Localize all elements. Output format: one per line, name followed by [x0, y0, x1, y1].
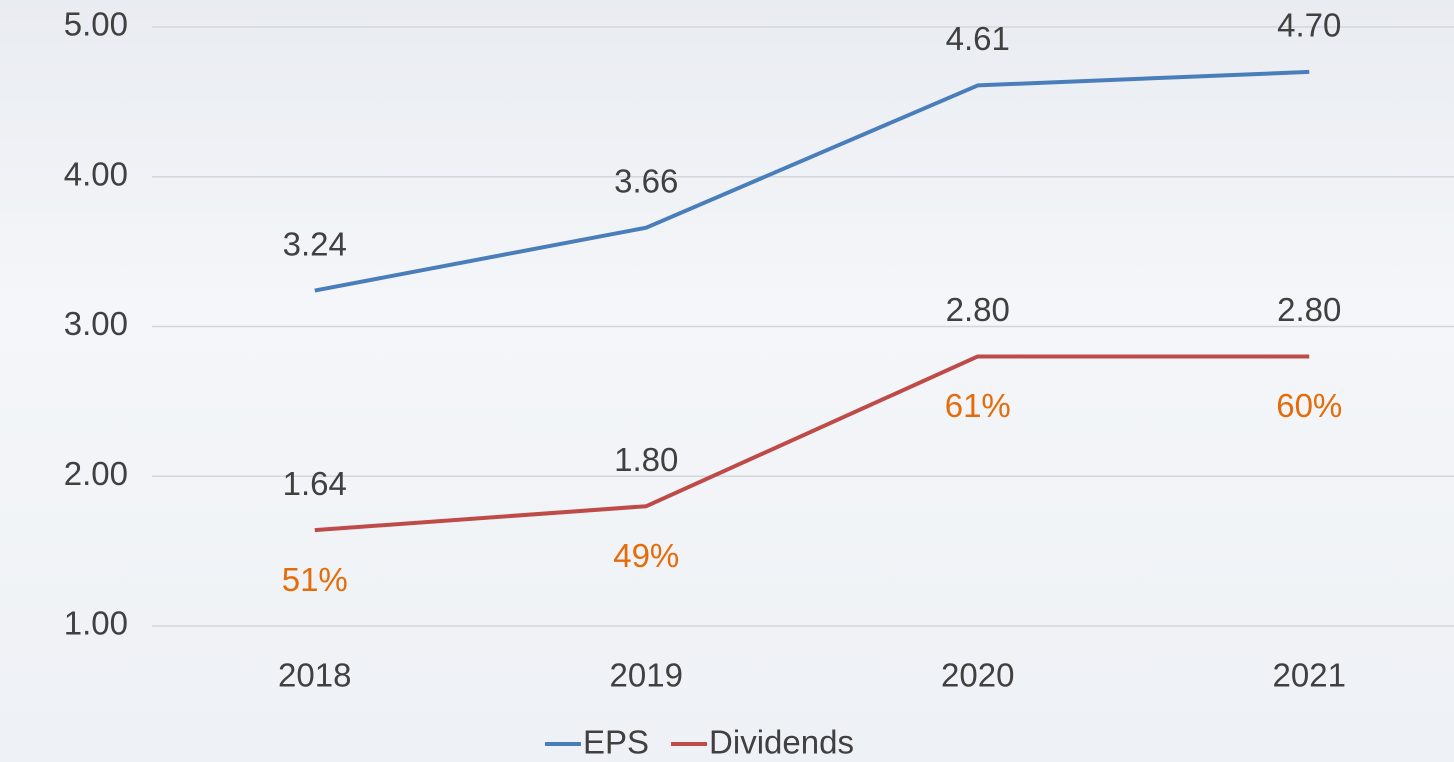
x-tick-label: 2020 — [941, 657, 1014, 694]
x-tick-label: 2018 — [278, 657, 351, 694]
y-tick-label: 5.00 — [64, 6, 128, 43]
y-tick-label: 1.00 — [64, 605, 128, 642]
data-label: 4.70 — [1277, 7, 1341, 44]
data-label: 4.61 — [946, 20, 1010, 57]
data-label: 2.80 — [1277, 291, 1341, 328]
data-label: 3.66 — [614, 162, 678, 199]
legend-label: EPS — [583, 724, 649, 761]
payout-annotation: 60% — [1276, 387, 1342, 424]
x-tick-label: 2019 — [610, 657, 683, 694]
payout-annotation: 61% — [945, 387, 1011, 424]
data-label: 3.24 — [283, 225, 347, 262]
data-label: 2.80 — [946, 291, 1010, 328]
line — [314, 354, 1310, 533]
data-label: 1.64 — [283, 465, 347, 502]
payout-annotation: 51% — [282, 561, 348, 598]
line — [314, 69, 1310, 293]
legend-label: Dividends — [709, 724, 854, 761]
x-tick-label: 2021 — [1273, 657, 1346, 694]
data-label: 1.80 — [614, 441, 678, 478]
y-tick-label: 4.00 — [64, 155, 128, 192]
payout-annotation: 49% — [613, 537, 679, 574]
y-tick-label: 3.00 — [64, 305, 128, 342]
y-tick-label: 2.00 — [64, 455, 128, 492]
